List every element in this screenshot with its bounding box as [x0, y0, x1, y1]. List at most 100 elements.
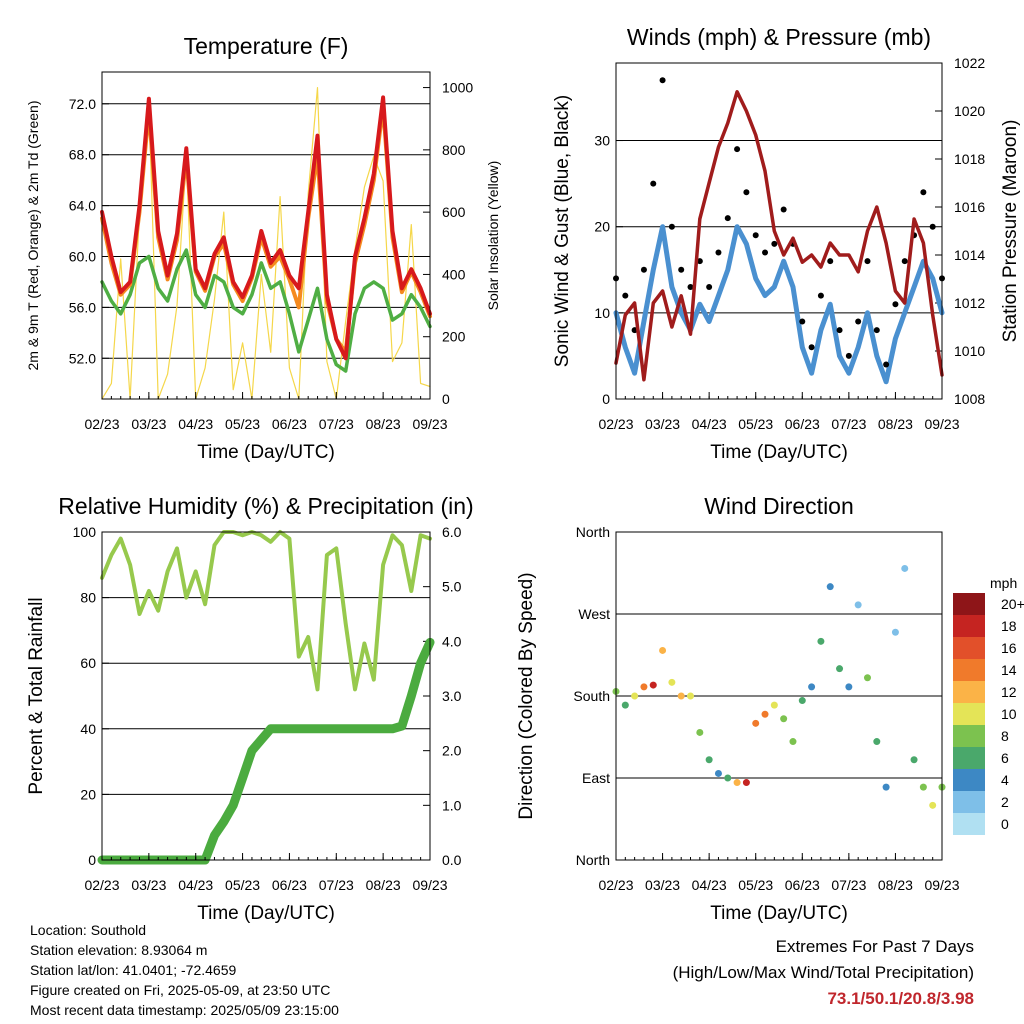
- gust-point: [650, 180, 657, 187]
- direction-point: [621, 701, 629, 709]
- x-tick-label: 03/23: [645, 416, 680, 432]
- station-elevation: Station elevation: 8.93064 m: [30, 942, 208, 958]
- gust-point: [892, 301, 899, 308]
- legend-swatch: [953, 769, 985, 791]
- direction-point: [826, 583, 834, 591]
- gust-point: [836, 327, 843, 334]
- gust-point: [668, 223, 675, 230]
- legend-label: 0: [1001, 816, 1009, 832]
- y-tick-label: 20: [80, 786, 96, 802]
- y-tick-label: South: [573, 688, 610, 704]
- gust-point: [659, 77, 666, 84]
- y-tick-label: 60: [80, 655, 96, 671]
- direction-point: [873, 738, 881, 746]
- direction-point: [677, 692, 685, 700]
- y2-tick-label: 1014: [954, 247, 985, 263]
- y2-tick-label: 1010: [954, 343, 985, 359]
- direction-point: [631, 692, 639, 700]
- legend-swatch: [953, 791, 985, 813]
- chart-title: Temperature (F): [184, 33, 349, 59]
- y-tick-label: 20: [594, 219, 610, 235]
- direction-point: [714, 769, 722, 777]
- station-pressure-line: [614, 90, 944, 382]
- direction-point: [845, 683, 853, 691]
- direction-point: [882, 783, 890, 791]
- y2-axis-label: Solar Insolation (Yellow): [485, 161, 501, 311]
- y2-tick-label: 0.0: [442, 852, 462, 868]
- gust-point: [901, 258, 908, 265]
- station-info: Location: Southold Station elevation: 8.…: [30, 920, 339, 1020]
- legend-label: 16: [1001, 640, 1017, 656]
- legend-title: mph: [990, 575, 1017, 591]
- x-tick-label: 04/23: [692, 877, 727, 893]
- y-tick-label: North: [576, 524, 610, 540]
- figure-created: Figure created on Fri, 2025-05-09, at 23…: [30, 982, 331, 998]
- gust-point: [873, 327, 880, 334]
- x-axis-label: Time (Day/UTC): [710, 442, 848, 463]
- gust-point: [827, 258, 834, 265]
- x-tick-label: 06/23: [785, 416, 820, 432]
- legend-label: 4: [1001, 772, 1009, 788]
- x-tick-label: 09/23: [412, 416, 447, 432]
- gust-point: [715, 249, 722, 256]
- recent-timestamp: Most recent data timestamp: 2025/05/09 2…: [30, 1002, 339, 1018]
- y2-tick-label: 1008: [954, 391, 985, 407]
- station-latlon: Station lat/lon: 41.0401; -72.4659: [30, 962, 237, 978]
- y-tick-label: 0: [88, 852, 96, 868]
- y-tick-label: 100: [73, 524, 97, 540]
- y-axis-label: 2m & 9m T (Red, Orange) & 2m Td (Green): [25, 101, 41, 371]
- x-tick-label: 02/23: [598, 877, 633, 893]
- y-tick-label: 72.0: [69, 96, 96, 112]
- x-tick-label: 07/23: [831, 877, 866, 893]
- direction-point: [696, 728, 704, 736]
- x-axis-label: Time (Day/UTC): [710, 903, 848, 924]
- direction-point: [836, 665, 844, 673]
- x-tick-label: 07/23: [831, 416, 866, 432]
- relative-humidity-line: [100, 530, 432, 692]
- y2-axis-label: Station Pressure (Maroon): [1000, 120, 1021, 343]
- x-tick-label: 04/23: [178, 416, 213, 432]
- direction-point: [789, 738, 797, 746]
- legend-swatch: [953, 813, 985, 835]
- x-tick-label: 07/23: [319, 416, 354, 432]
- gust-point: [640, 266, 647, 273]
- extremes-box: Extremes For Past 7 Days (High/Low/Max W…: [673, 934, 974, 1012]
- plot-frame: [615, 531, 943, 861]
- gust-point: [743, 189, 750, 196]
- legend-label: 2: [1001, 794, 1009, 810]
- y-tick-label: 64.0: [69, 198, 96, 214]
- x-tick-label: 07/23: [319, 877, 354, 893]
- temperature-panel: 52.0 56.0 60.0 64.0 68.0 72.0 0 200 400 600 800 100…: [25, 33, 501, 463]
- legend-label: 12: [1001, 684, 1017, 700]
- y-tick-label: 40: [80, 721, 96, 737]
- x-tick-label: 08/23: [878, 416, 913, 432]
- direction-point: [854, 601, 862, 609]
- x-tick-label: 02/23: [598, 416, 633, 432]
- direction-point: [733, 779, 741, 787]
- legend-swatch: [953, 615, 985, 637]
- direction-point: [705, 756, 713, 764]
- x-tick-label: 04/23: [692, 416, 727, 432]
- dewpoint-2m-line: [100, 248, 432, 373]
- y2-tick-label: 5.0: [442, 579, 462, 595]
- direction-point: [901, 564, 909, 572]
- legend-label: 14: [1001, 662, 1017, 678]
- legend-swatch: [953, 703, 985, 725]
- extremes-subtitle: (High/Low/Max Wind/Total Precipitation): [672, 963, 974, 982]
- y2-tick-label: 1.0: [442, 797, 462, 813]
- direction-point: [724, 774, 732, 782]
- y-axis-label: Sonic Wind & Gust (Blue, Black): [552, 95, 573, 367]
- y2-tick-label: 1018: [954, 151, 985, 167]
- gust-point: [799, 318, 806, 325]
- y2-tick-label: 1020: [954, 103, 985, 119]
- gust-point: [845, 352, 852, 359]
- x-tick-label: 06/23: [272, 877, 307, 893]
- gust-point: [883, 361, 890, 368]
- y2-tick-label: 1012: [954, 295, 985, 311]
- plot-frame: [615, 62, 943, 400]
- direction-point: [929, 801, 937, 809]
- gust-point: [929, 223, 936, 230]
- legend-swatch: [953, 681, 985, 703]
- x-axis-label: Time (Day/UTC): [197, 442, 335, 463]
